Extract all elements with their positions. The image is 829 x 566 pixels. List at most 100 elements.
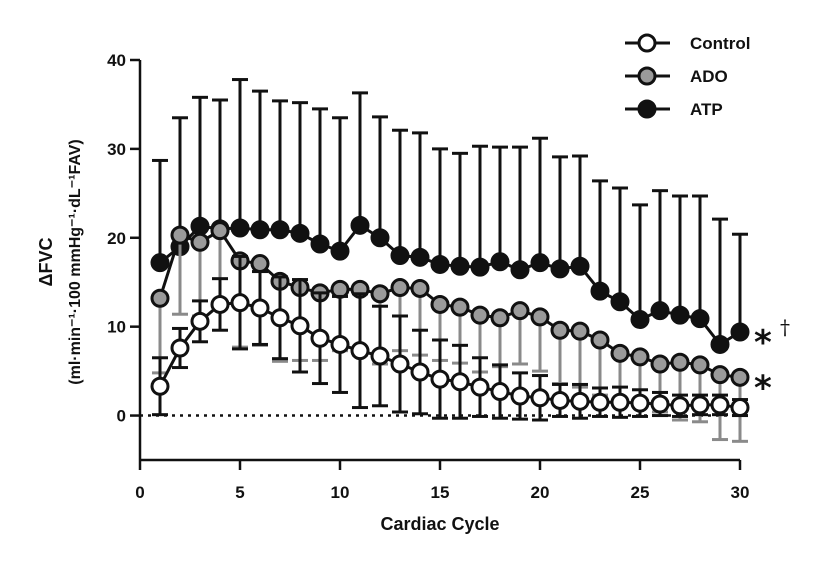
data-point — [250, 254, 270, 274]
data-point — [210, 221, 230, 241]
data-point — [610, 292, 630, 312]
data-point — [450, 297, 470, 317]
x-axis-label: Cardiac Cycle — [380, 514, 499, 534]
data-point — [150, 376, 170, 396]
data-point — [670, 352, 690, 372]
data-point — [550, 390, 570, 410]
data-point — [470, 257, 490, 277]
data-point — [250, 298, 270, 318]
x-tick-label: 0 — [135, 483, 144, 502]
y-tick-label: 30 — [107, 140, 126, 159]
data-point — [150, 288, 170, 308]
data-point — [290, 223, 310, 243]
data-point — [310, 328, 330, 348]
y-tick-label: 10 — [107, 318, 126, 337]
data-point — [170, 225, 190, 245]
data-point — [170, 338, 190, 358]
legend-item: ADO — [625, 66, 728, 86]
data-point — [730, 367, 750, 387]
x-tick-label: 30 — [731, 483, 750, 502]
data-point — [650, 354, 670, 374]
data-point — [370, 284, 390, 304]
data-point — [730, 322, 750, 342]
data-point — [310, 234, 330, 254]
data-point — [590, 281, 610, 301]
legend-marker — [637, 66, 657, 86]
data-point — [730, 398, 750, 418]
data-point — [190, 216, 210, 236]
data-point — [530, 253, 550, 273]
data-point — [370, 228, 390, 248]
legend-item: ATP — [625, 99, 723, 119]
series-control — [150, 254, 750, 422]
x-tick-label: 20 — [531, 483, 550, 502]
data-point — [270, 220, 290, 240]
data-point — [250, 220, 270, 240]
data-point — [230, 218, 250, 238]
data-point — [470, 305, 490, 325]
y-tick-label: 0 — [117, 407, 126, 426]
data-point — [290, 316, 310, 336]
data-point — [350, 341, 370, 361]
significance-marker: * — [754, 323, 772, 363]
data-point — [270, 308, 290, 328]
data-point — [530, 388, 550, 408]
x-tick-label: 5 — [235, 483, 244, 502]
data-point — [230, 293, 250, 313]
data-point — [710, 395, 730, 415]
data-point — [390, 278, 410, 298]
y-tick-label: 40 — [107, 51, 126, 70]
legend-label: ADO — [690, 67, 728, 86]
y-axis-label: ΔFVC — [36, 238, 56, 287]
legend-marker — [637, 99, 657, 119]
series-atp — [150, 78, 750, 354]
data-point — [430, 254, 450, 274]
data-point — [690, 395, 710, 415]
significance-marker: * — [754, 368, 772, 408]
data-point — [550, 320, 570, 340]
data-point — [410, 362, 430, 382]
y-axis-unit-label: (ml·min⁻¹·100 mmHg⁻¹·dL⁻¹FAV) — [67, 139, 84, 384]
data-point — [190, 311, 210, 331]
legend: Control ADO ATP — [625, 33, 750, 119]
data-point — [590, 392, 610, 412]
series-line — [159, 223, 741, 347]
data-point — [530, 307, 550, 327]
data-point — [150, 253, 170, 273]
data-point — [690, 309, 710, 329]
data-point — [550, 259, 570, 279]
data-point — [510, 301, 530, 321]
x-tick-label: 10 — [331, 483, 350, 502]
data-point — [630, 310, 650, 330]
data-point — [610, 343, 630, 363]
data-point — [590, 330, 610, 350]
data-point — [650, 301, 670, 321]
plot-area — [150, 78, 750, 443]
data-point — [350, 215, 370, 235]
data-point — [570, 391, 590, 411]
data-point — [710, 334, 730, 354]
data-point — [490, 252, 510, 272]
data-point — [510, 260, 530, 280]
data-point — [670, 396, 690, 416]
data-point — [210, 294, 230, 314]
data-point — [430, 369, 450, 389]
significance-superscript: † — [780, 315, 790, 339]
data-point — [390, 246, 410, 266]
data-point — [570, 256, 590, 276]
data-point — [650, 394, 670, 414]
data-point — [410, 278, 430, 298]
legend-label: ATP — [690, 100, 723, 119]
y-tick-label: 20 — [107, 229, 126, 248]
data-point — [390, 354, 410, 374]
data-point — [490, 308, 510, 328]
x-tick-label: 25 — [631, 483, 650, 502]
legend-marker — [637, 33, 657, 53]
legend-label: Control — [690, 34, 750, 53]
data-point — [330, 241, 350, 261]
annotations: * † * — [754, 315, 790, 408]
data-point — [510, 386, 530, 406]
legend-item: Control — [625, 33, 750, 53]
